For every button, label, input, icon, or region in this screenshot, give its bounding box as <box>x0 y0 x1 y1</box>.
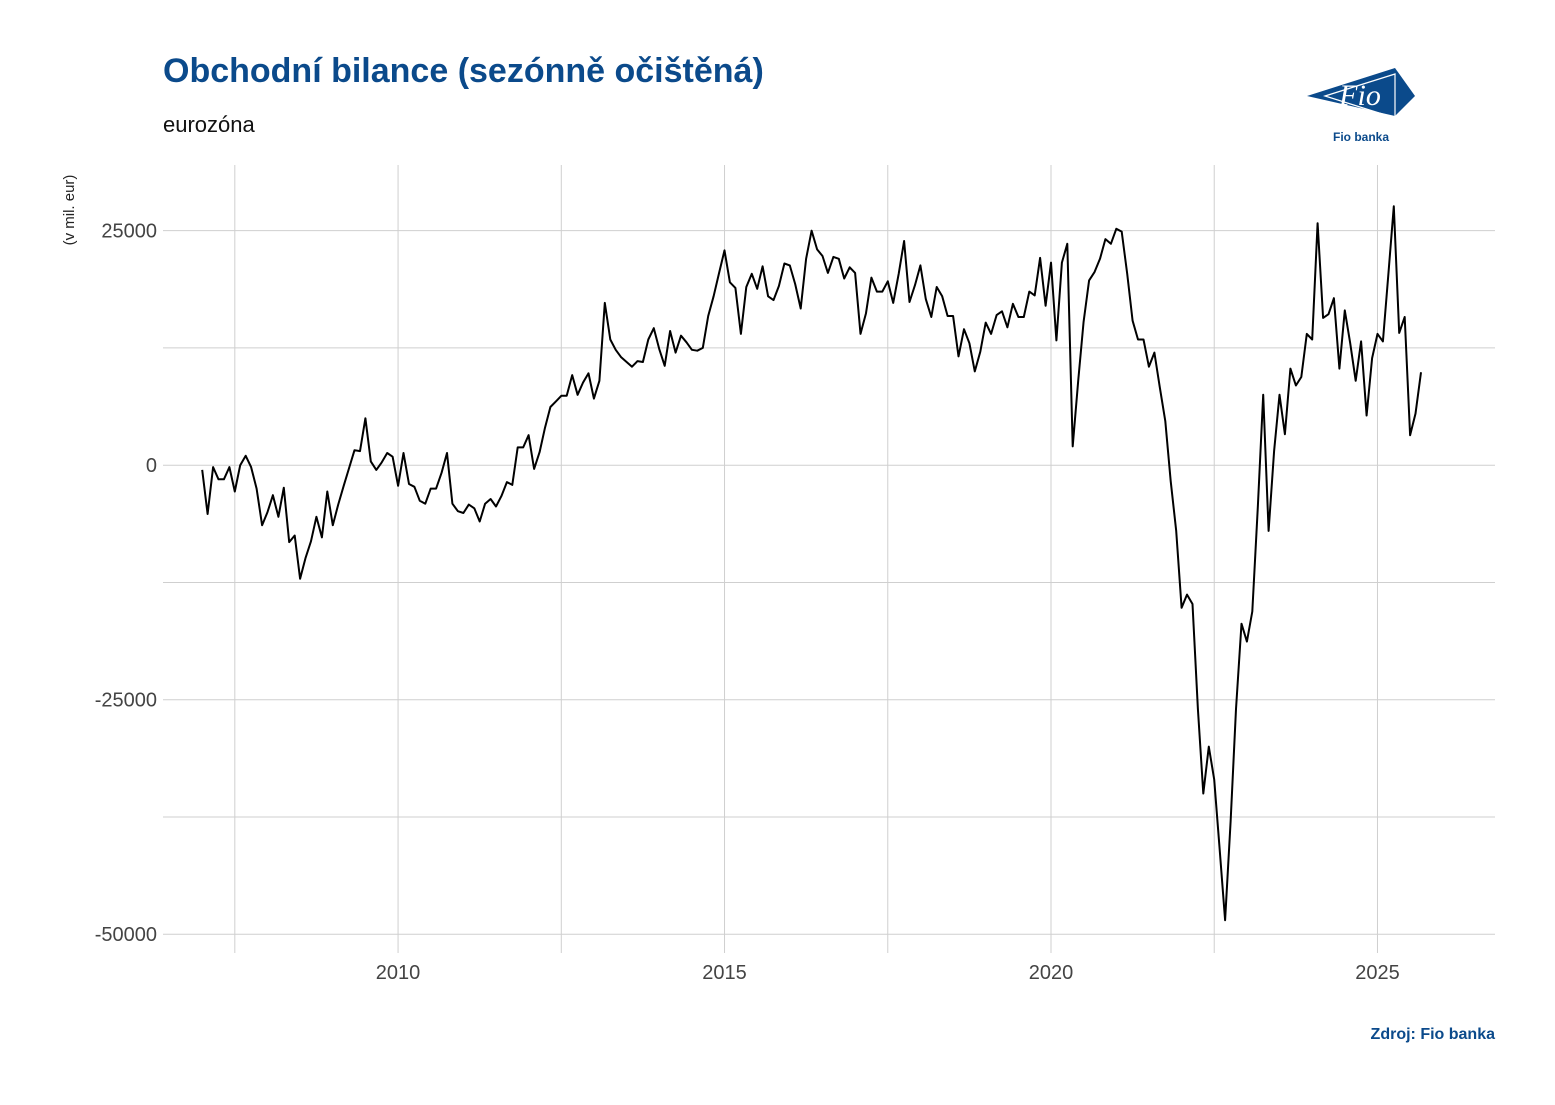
fio-banka-logo: Fio Fio banka <box>1307 68 1415 144</box>
chart-title: Obchodní bilance (sezónně očištěná) <box>163 52 764 90</box>
y-tick-label: 25000 <box>101 221 157 243</box>
source-note: Zdroj: Fio banka <box>1370 1026 1495 1043</box>
y-tick-label: -50000 <box>95 924 157 946</box>
logo-flag-outline <box>1322 73 1396 119</box>
x-tick-label: 2010 <box>376 962 421 984</box>
chart-subtitle: eurozóna <box>163 112 255 137</box>
y-axis-label: (v mil. eur) <box>61 175 78 246</box>
x-tick-label: 2020 <box>1029 962 1074 984</box>
logo-caption: Fio banka <box>1333 130 1389 144</box>
y-tick-label: 0 <box>146 455 157 477</box>
axis-ticks: 2010 2015 2020 2025 -50000 -25000 0 25000 <box>95 221 1400 984</box>
grid <box>163 165 1495 953</box>
series-line <box>201 205 1422 922</box>
y-tick-label: -25000 <box>95 690 157 712</box>
logo-text: Fio <box>1338 79 1381 112</box>
logo-flag-shape <box>1307 68 1415 116</box>
x-tick-label: 2025 <box>1355 962 1400 984</box>
x-tick-label: 2015 <box>702 962 747 984</box>
